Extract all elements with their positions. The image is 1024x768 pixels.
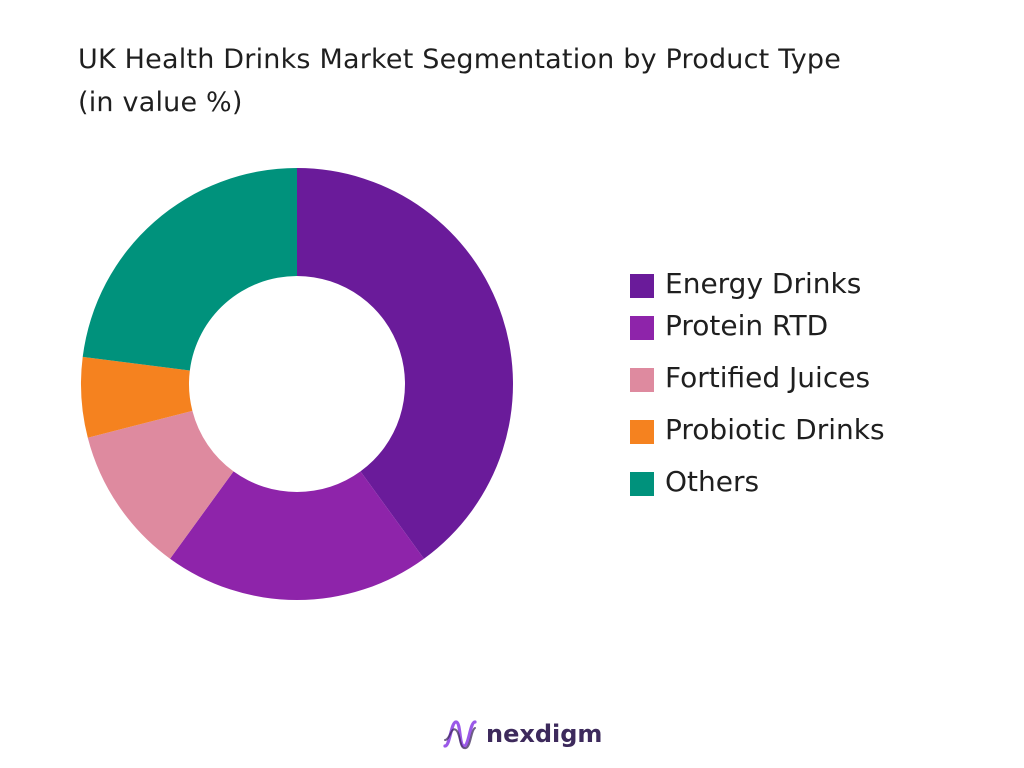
legend-swatch [630,316,654,340]
chart-title-text: UK Health Drinks Market Segmentation by … [78,44,842,75]
legend-swatch [630,368,654,392]
donut-slice-probiotic-drinks[interactable] [80,356,193,438]
nexdigm-wave-icon [443,720,477,750]
legend-label: Fortified Juices [665,361,871,394]
donut-slice-fortified-juices[interactable] [87,410,234,559]
donut-slice-energy-drinks[interactable] [297,168,513,559]
donut-chart [80,168,513,600]
legend-item-probiotic-drinks[interactable]: Probiotic Drinks [630,408,1010,460]
chart-title: UK Health Drinks Market Segmentation by … [78,38,978,124]
brand-footer: nexdigm [442,714,602,754]
chart-subtitle-text: (in value %) [78,87,243,118]
legend-item-others[interactable]: Others [630,460,1010,512]
chart-legend: Energy Drinks Protein RTD Fortified Juic… [630,262,1010,512]
legend-label: Energy Drinks [665,267,862,300]
legend-item-energy-drinks[interactable]: Energy Drinks [630,262,1010,314]
donut-slice-protein-rtd[interactable] [170,471,424,600]
legend-label: Others [665,465,760,498]
legend-label: Probiotic Drinks [665,413,885,446]
donut-slice-others[interactable] [82,168,298,371]
legend-swatch [630,274,654,298]
legend-swatch [630,420,654,444]
legend-item-fortified-juices[interactable]: Fortified Juices [630,356,1010,408]
legend-label: Protein RTD [665,309,829,342]
brand-name: nexdigm [486,720,603,748]
legend-swatch [630,472,654,496]
legend-item-protein-rtd[interactable]: Protein RTD [630,304,1010,356]
